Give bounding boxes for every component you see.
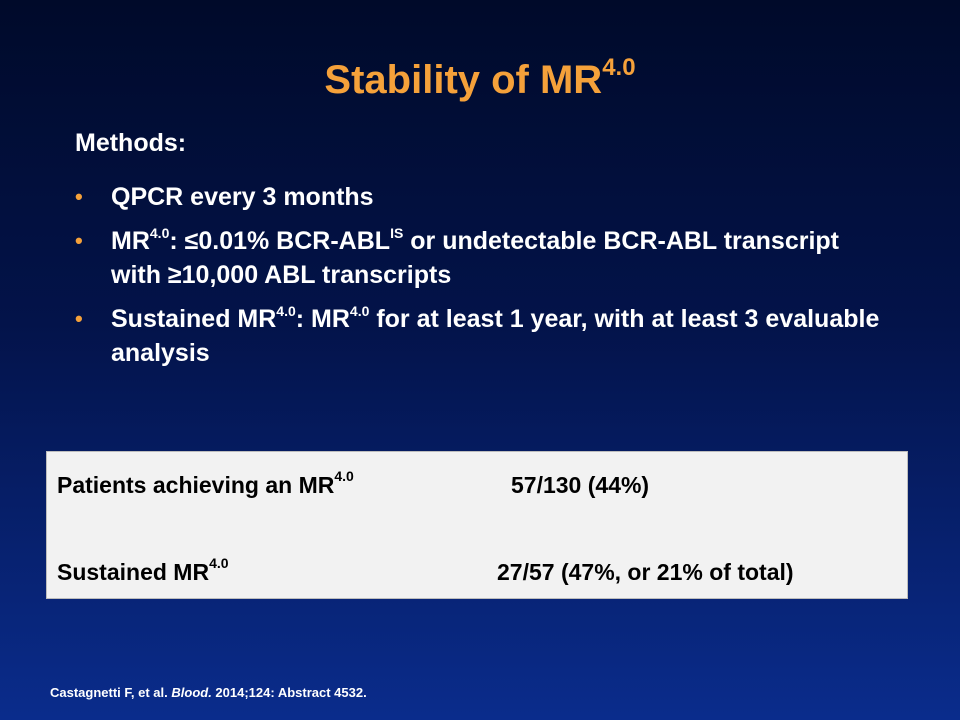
bullet-mr-sup-1: 4.0 [149, 224, 170, 241]
table-row-value: 57/130 (44%) [511, 472, 650, 498]
bullet-dot-icon: • [75, 306, 83, 331]
table-row-label: Sustained MR4.0 [57, 556, 229, 586]
bullet-mr-definition: • MR4.0: ≤0.01% BCR-ABLIS or undetectabl… [75, 224, 895, 292]
bullet-qpcr: • QPCR every 3 months [75, 180, 895, 214]
slide-title: Stability of MR4.0 [0, 55, 960, 103]
bullet-sustained-text-1: Sustained MR [111, 305, 277, 333]
table-row-label-sup: 4.0 [209, 555, 229, 572]
table-row: Sustained MR4.0 27/57 (47%, or 21% of to… [57, 556, 897, 591]
bullet-dot-icon: • [75, 184, 83, 209]
bullet-mr-text-1: MR [111, 227, 150, 255]
bullet-mr-text-2: : ≤0.01% BCR-ABL [169, 227, 391, 255]
bullet-mr-text-3: or undetectable BCR-ABL transcript with … [111, 227, 840, 289]
bullet-dot-icon: • [75, 228, 83, 253]
bullet-sustained-text-2: : MR [295, 305, 350, 333]
table-row-label-sup: 4.0 [334, 468, 354, 485]
table-row-label: Patients achieving an MR4.0 [57, 469, 354, 499]
bullet-sustained-sup-1: 4.0 [276, 302, 296, 319]
bullet-qpcr-text: QPCR every 3 months [111, 183, 374, 211]
table-row-label-text: Sustained MR [57, 559, 210, 585]
citation: Castagnetti F, et al. Blood. 2014;124: A… [50, 685, 367, 700]
slide-title-text: Stability of MR [324, 58, 603, 102]
citation-authors: Castagnetti F, et al. [50, 685, 172, 700]
slide-title-superscript: 4.0 [602, 53, 636, 81]
bullet-sustained-text-3: for at least 1 year, with at least 3 eva… [111, 305, 880, 367]
bullet-mr-sup-2: IS [390, 224, 404, 241]
bullet-sustained-mr: • Sustained MR4.0: MR4.0 for at least 1 … [75, 302, 895, 370]
table-row-label-text: Patients achieving an MR [57, 472, 335, 498]
methods-heading: Methods: [75, 129, 187, 157]
citation-journal: Blood. [171, 685, 212, 700]
table-row: Patients achieving an MR4.0 57/130 (44%) [57, 469, 897, 504]
bullet-sustained-sup-2: 4.0 [349, 302, 370, 319]
methods-bullet-list: • QPCR every 3 months • MR4.0: ≤0.01% BC… [75, 180, 895, 380]
citation-details: 2014;124: Abstract 4532. [211, 685, 367, 700]
results-table: Patients achieving an MR4.0 57/130 (44%)… [46, 451, 908, 599]
table-row-value: 27/57 (47%, or 21% of total) [497, 559, 794, 585]
